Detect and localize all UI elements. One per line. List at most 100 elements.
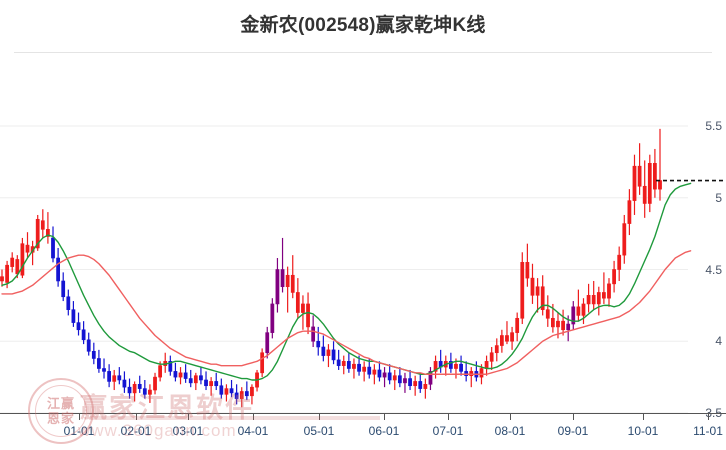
candlestick bbox=[346, 352, 351, 373]
candlestick bbox=[61, 272, 66, 302]
candle-body bbox=[81, 329, 86, 341]
plot-area[interactable] bbox=[0, 60, 726, 413]
candlestick bbox=[219, 378, 224, 399]
candlestick-canvas bbox=[0, 125, 726, 413]
candle-body bbox=[306, 303, 310, 328]
y-tick-label: 4 bbox=[715, 334, 722, 349]
candlestick bbox=[413, 375, 418, 396]
candlestick bbox=[102, 358, 106, 379]
candlestick bbox=[280, 237, 285, 293]
candle-body bbox=[464, 371, 469, 376]
y-tick-label: 5.5 bbox=[705, 119, 722, 133]
candlestick bbox=[535, 278, 540, 313]
candle-body bbox=[290, 274, 295, 293]
x-tick-label: 08-01 bbox=[494, 424, 526, 438]
candle-body bbox=[642, 185, 647, 204]
candle-body bbox=[229, 388, 234, 394]
candle-body bbox=[35, 218, 40, 249]
x-tick-label: 01-01 bbox=[63, 424, 95, 438]
candle-body bbox=[331, 349, 336, 361]
candle-body bbox=[117, 375, 122, 381]
candlestick bbox=[250, 384, 254, 405]
x-tick-label: 10-01 bbox=[627, 424, 659, 438]
candle-body bbox=[40, 220, 45, 230]
candlestick bbox=[295, 278, 300, 319]
x-tick-mark bbox=[188, 413, 189, 420]
candlestick bbox=[40, 209, 45, 238]
candlestick bbox=[341, 355, 346, 375]
candlestick bbox=[199, 367, 203, 385]
candlestick bbox=[637, 143, 642, 195]
candlestick bbox=[290, 255, 295, 299]
candlestick bbox=[142, 379, 147, 399]
candle-body bbox=[469, 371, 474, 376]
candlestick bbox=[403, 372, 407, 393]
candle-body bbox=[260, 352, 265, 374]
candlestick bbox=[433, 355, 438, 379]
candlestick bbox=[515, 312, 520, 342]
candle-body bbox=[397, 375, 402, 384]
candlestick bbox=[275, 258, 280, 313]
candle-body bbox=[653, 163, 657, 190]
candlestick bbox=[469, 367, 474, 388]
candlestick bbox=[81, 321, 86, 345]
candlestick bbox=[499, 329, 504, 353]
candlestick bbox=[51, 226, 55, 263]
candle-body bbox=[301, 303, 305, 313]
candle-body bbox=[316, 340, 321, 348]
candlestick bbox=[127, 378, 132, 399]
x-tick-label: 09-01 bbox=[557, 424, 589, 438]
candlestick bbox=[97, 349, 101, 373]
candlestick bbox=[392, 369, 397, 391]
candle-body bbox=[510, 332, 514, 342]
candlestick bbox=[321, 335, 326, 362]
candle-body bbox=[392, 375, 397, 381]
y-tick-label: 4.5 bbox=[705, 262, 722, 277]
candlestick bbox=[183, 364, 188, 383]
candle-body bbox=[382, 372, 387, 378]
x-tick-mark bbox=[319, 413, 320, 420]
candlestick bbox=[239, 387, 244, 408]
candlestick bbox=[474, 361, 479, 382]
candlestick bbox=[178, 367, 183, 385]
candlestick bbox=[336, 349, 341, 370]
candlestick bbox=[188, 369, 193, 388]
candlestick bbox=[0, 269, 4, 287]
candlestick bbox=[362, 361, 367, 382]
candle-body bbox=[56, 257, 60, 282]
x-tick-mark bbox=[643, 413, 644, 420]
candle-body bbox=[428, 371, 433, 385]
candlestick bbox=[540, 275, 545, 316]
candle-body bbox=[454, 363, 458, 369]
candle-body bbox=[127, 386, 132, 394]
candlestick bbox=[428, 367, 433, 391]
candle-body bbox=[525, 262, 530, 279]
candle-body bbox=[484, 361, 489, 369]
candle-body bbox=[112, 375, 117, 382]
candle-body bbox=[607, 283, 611, 299]
candle-body bbox=[535, 286, 540, 296]
candlestick bbox=[647, 154, 652, 213]
candlestick bbox=[316, 326, 321, 356]
x-tick-label: 06-01 bbox=[368, 424, 400, 438]
candlestick bbox=[173, 362, 178, 382]
watermark-url: www.360gann.com bbox=[78, 421, 237, 440]
candle-body bbox=[403, 378, 407, 384]
candle-body bbox=[387, 372, 392, 381]
candle-body bbox=[591, 295, 596, 305]
candlestick bbox=[530, 263, 535, 304]
y-tick-label: 5 bbox=[715, 190, 722, 205]
candlestick bbox=[408, 369, 412, 391]
candle-body bbox=[209, 381, 214, 387]
candlestick bbox=[193, 372, 198, 391]
candle-body bbox=[341, 361, 346, 366]
candle-body bbox=[617, 254, 622, 270]
x-tick-mark bbox=[384, 413, 385, 420]
candlestick bbox=[484, 355, 489, 376]
candle-body bbox=[280, 269, 285, 288]
candlestick bbox=[132, 381, 137, 402]
candle-body bbox=[285, 274, 290, 288]
candle-body bbox=[352, 363, 356, 369]
candle-body bbox=[142, 388, 147, 395]
